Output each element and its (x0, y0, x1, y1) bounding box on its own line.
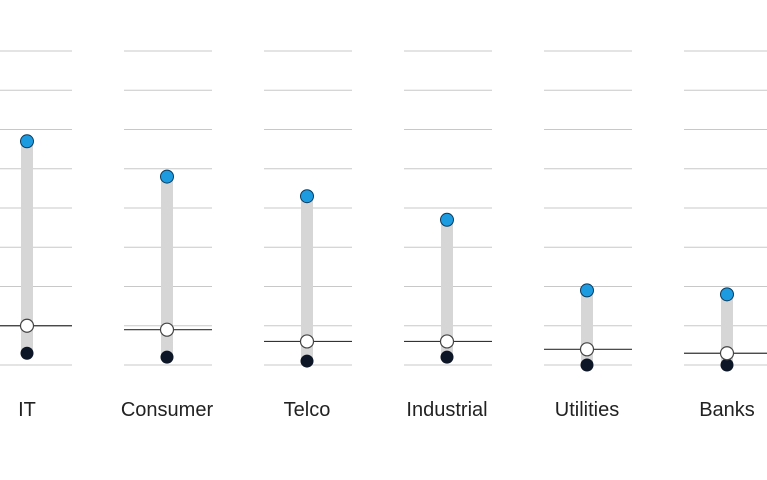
low-dot-consumer (160, 350, 174, 364)
low-dot-telco (300, 354, 314, 368)
low-dot-utilities (580, 358, 594, 372)
category-label-consumer: Consumer (121, 399, 214, 421)
mid-dot-utilities (579, 342, 595, 357)
high-dot-telco (300, 189, 314, 204)
range-bar-telco (301, 196, 313, 362)
high-dot-it (20, 134, 34, 149)
mid-dot-telco (299, 334, 315, 349)
category-label-it: IT (18, 399, 36, 421)
category-labels: IT Consumer Telco Industrial Utilities B… (18, 399, 755, 421)
high-dot-banks (720, 287, 734, 302)
category-label-banks: Banks (699, 399, 755, 421)
mid-dot-it (19, 318, 35, 333)
low-dot-industrial (440, 350, 454, 364)
chart-gridlines (0, 50, 767, 366)
high-dot-utilities (580, 283, 594, 298)
range-bar-consumer (161, 176, 173, 358)
range-bar-industrial (441, 219, 453, 358)
category-label-utilities: Utilities (555, 399, 619, 421)
low-dot-it (20, 346, 34, 360)
high-dot-industrial (440, 212, 454, 227)
mid-dot-consumer (159, 322, 175, 337)
mid-dot-industrial (439, 334, 455, 349)
low-dot-banks (720, 358, 734, 372)
range-bar-it (21, 141, 33, 354)
category-label-industrial: Industrial (406, 399, 487, 421)
high-dot-consumer (160, 169, 174, 184)
category-label-telco: Telco (284, 399, 331, 421)
chart-marks (0, 134, 767, 372)
mid-dot-banks (719, 346, 735, 361)
